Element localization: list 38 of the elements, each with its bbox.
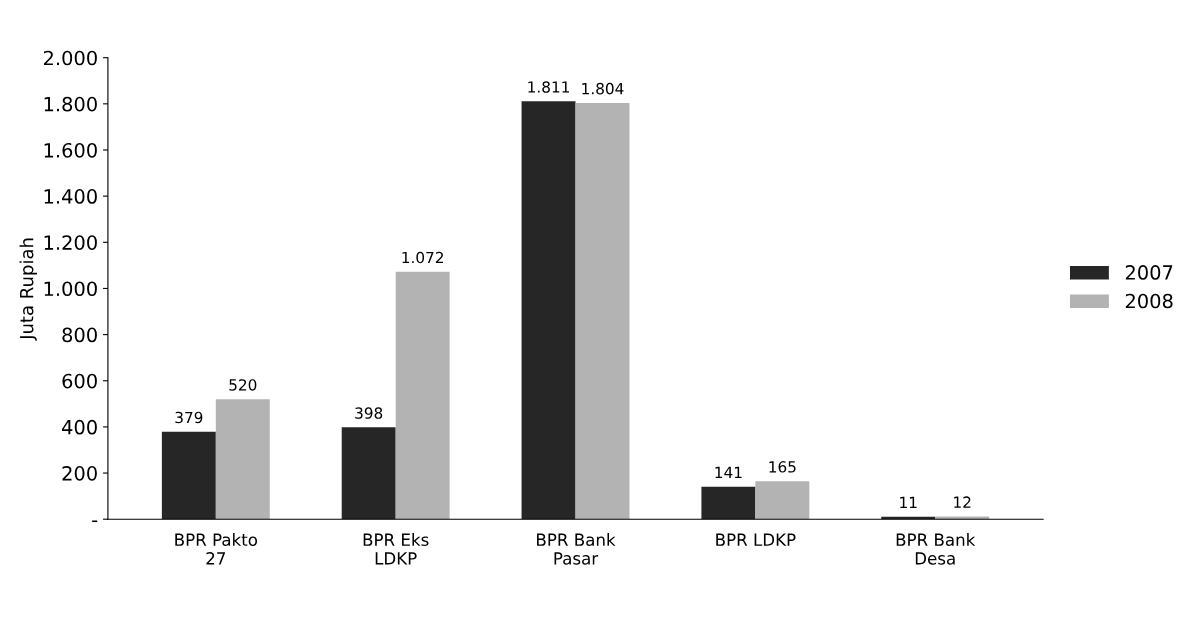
bar — [521, 101, 576, 520]
x-tick-label: BPR Bank Pasar — [537, 533, 616, 565]
y-tick-label: 800 — [62, 327, 97, 343]
legend-label: 2008 — [1125, 293, 1173, 309]
data-label: 379 — [175, 411, 203, 424]
bar — [755, 481, 810, 520]
y-tick-label: 1.000 — [44, 281, 97, 297]
bar — [701, 486, 756, 520]
y-tick-label: 200 — [62, 466, 97, 481]
bar — [341, 427, 396, 520]
data-label: 11 — [900, 496, 917, 508]
y-tick-label: - — [92, 520, 98, 523]
y-tick-label: 400 — [62, 419, 97, 435]
data-label: 520 — [229, 379, 257, 391]
x-tick-label: BPR Pakto 27 — [175, 533, 258, 565]
y-axis-title: Juta Rupiah — [19, 238, 37, 341]
data-label: 141 — [715, 466, 742, 478]
y-tick-label: 2.000 — [43, 50, 97, 66]
y-tick-label: 1.600 — [44, 142, 97, 158]
x-tick-label: BPR LDKP — [716, 533, 796, 546]
bar — [161, 431, 216, 520]
bar — [935, 516, 990, 520]
x-tick-label: BPR Bank Desa — [896, 533, 976, 565]
y-tick-label: 600 — [62, 373, 97, 389]
bar — [395, 271, 450, 520]
data-label: 165 — [769, 461, 796, 473]
y-tick-label: 1.400 — [44, 189, 97, 204]
legend-label: 2007 — [1125, 265, 1173, 280]
bar — [575, 102, 630, 520]
bar — [215, 399, 270, 520]
data-label: 398 — [355, 407, 383, 419]
y-tick-label: 1.200 — [44, 235, 97, 250]
x-tick-label: BPR Eks LDKP — [363, 533, 429, 565]
y-tick-label: 1.800 — [44, 96, 97, 112]
data-label: 1.811 — [528, 81, 569, 93]
data-label: 1.072 — [402, 251, 443, 264]
data-label: 12 — [954, 496, 971, 508]
data-label: 1.804 — [582, 82, 624, 95]
